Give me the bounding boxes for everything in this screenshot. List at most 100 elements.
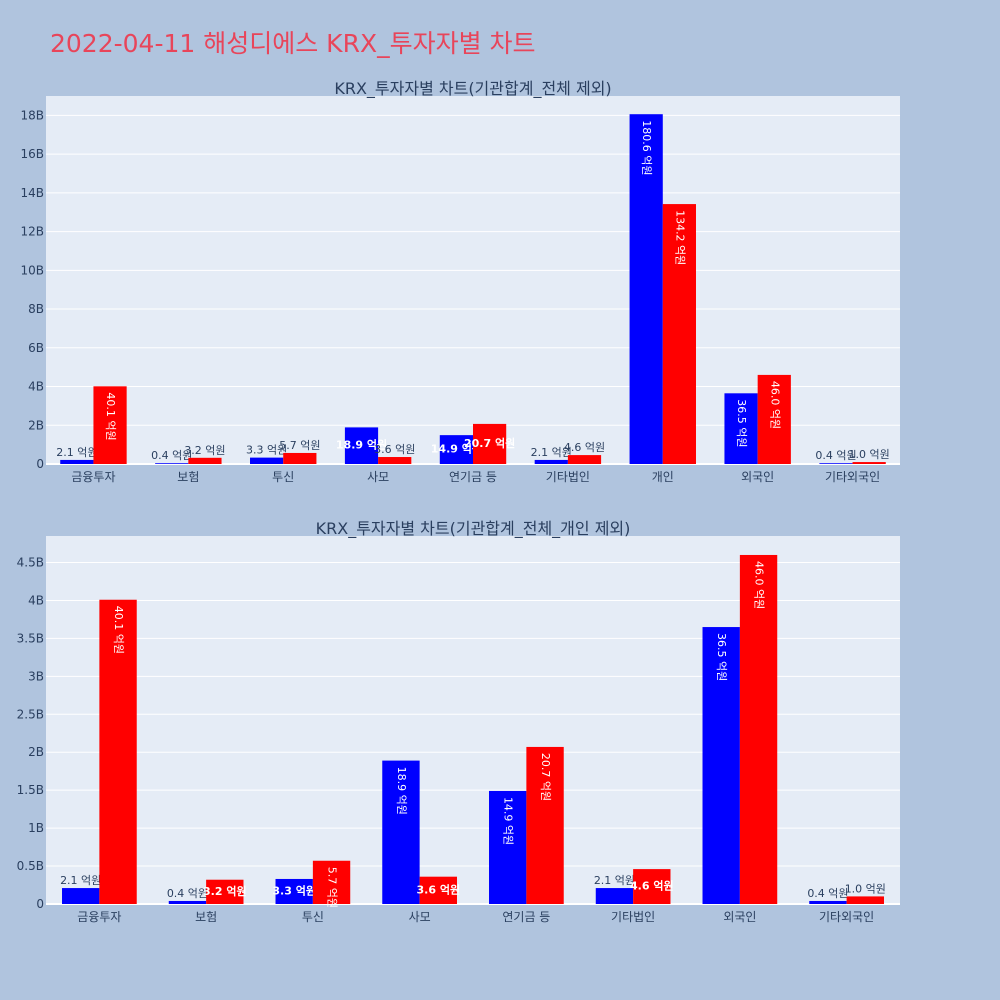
data-label: 2.1 억원 [56,446,97,459]
y-tick-label: 1.5B [17,783,44,797]
x-tick-label: 금융투자 [77,910,121,924]
bar-a [439,435,473,464]
y-tick-label: 2B [28,745,44,759]
data-label: 3.3 억원 [272,883,316,897]
x-tick-label: 사모 [367,470,389,484]
data-label: 36.5 억원 [715,633,728,681]
data-label: 0.4 억원 [815,449,856,462]
bar-a [155,463,189,464]
y-tick-label: 12B [20,225,44,239]
y-tick-label: 2.5B [17,707,44,721]
y-tick-label: 8B [28,302,44,316]
x-tick-label: 개인 [652,470,674,484]
bar-b [378,457,412,464]
data-label: 3.3 억원 [246,444,287,457]
bar-b [283,452,317,464]
y-tick-label: 16B [20,147,44,161]
y-tick-label: 4.5B [17,556,44,570]
bar-b [662,204,696,464]
y-tick-label: 4B [28,593,44,607]
data-label: 134.2 억원 [673,210,686,265]
bar-a [702,627,740,904]
bar-a [60,459,94,464]
bar-b [633,869,671,904]
data-label: 5.7 억원 [279,439,320,452]
bar-a [629,114,663,465]
chart-top: KRX_투자자별 차트(기관합계_전체 제외) 0 2B 4B 6B 8B 10B 12B 14… [20,79,900,484]
bar-a [250,457,284,464]
x-tick-label: 기타법인 [546,470,590,484]
data-label: 2.1 억원 [60,874,101,887]
bar-a [275,878,313,904]
data-label: 180.6 억원 [640,120,653,175]
bar-b [526,746,564,904]
data-label: 20.7 억원 [539,753,552,801]
bar-b [567,455,602,464]
data-label: 0.4 억원 [167,887,208,900]
data-label: 18.9 억원 [336,438,387,452]
bar-b [419,876,457,904]
bar-b [473,423,507,464]
data-label: 14.9 억원 [431,442,482,456]
data-label: 3.2 억원 [203,884,247,898]
x-tick-label: 연기금 등 [502,910,550,924]
data-label: 0.4 억원 [151,449,192,462]
bar-a [344,427,379,464]
bar-a [382,760,420,904]
x-tick-label: 기타외국인 [825,470,880,484]
bar-a [489,790,527,904]
y-tick-label: 18B [20,108,44,122]
data-label: 46.0 억원 [753,561,766,609]
bar-b [852,462,886,464]
bar-a [534,459,568,464]
data-label: 40.1 억원 [112,606,125,654]
data-label: 4.6 억원 [630,879,674,893]
data-label: 40.1 억원 [104,392,117,440]
chart-title: KRX_투자자별 차트(기관합계_전체_개인 제외) [316,519,631,539]
bar-b [188,457,222,464]
y-tick-label: 3.5B [17,631,44,645]
bar-b [312,860,351,904]
data-label: 18.9 억원 [395,767,408,815]
x-tick-label: 기타법인 [611,910,655,924]
y-tick-label: 3B [28,669,44,683]
data-label: 5.7 억원 [326,867,339,908]
y-tick-label: 4B [28,380,44,394]
y-tick-label: 14B [20,186,44,200]
x-tick-label: 보험 [177,470,199,484]
data-label: 36.5 억원 [735,399,748,447]
data-label: 3.2 억원 [184,444,225,457]
data-label: 0.4 억원 [807,887,848,900]
y-tick-label: 0 [36,457,44,471]
y-tick-label: 0 [36,897,44,911]
y-tick-label: 2B [28,418,44,432]
bar-b [739,554,778,904]
bar-a [724,393,758,464]
data-label: 3.6 억원 [417,882,461,896]
x-tick-label: 외국인 [723,910,756,924]
bar-b [206,879,244,904]
x-tick-label: 외국인 [741,470,774,484]
y-tick-label: 10B [20,263,44,277]
data-label: 1.0 억원 [845,882,886,895]
x-tick-label: 연기금 등 [449,470,497,484]
data-label: 4.6 억원 [564,441,605,454]
y-tick-label: 0.5B [17,859,44,873]
x-tick-label: 투신 [302,910,324,924]
data-label: 3.6 억원 [374,443,415,456]
data-label: 20.7 억원 [464,436,515,450]
bar-b [93,386,127,464]
x-tick-label: 기타외국인 [819,910,874,924]
page-title: 2022-04-11 해성디에스 KRX_투자자별 차트 [50,29,536,58]
y-tick-label: 6B [28,341,44,355]
bar-a [595,888,634,904]
bar-a [168,900,207,904]
y-tick-label: 1B [28,821,44,835]
x-tick-label: 사모 [409,910,431,924]
bar-a [809,900,847,904]
bar-a [819,463,853,464]
bar-b [757,374,791,464]
bar-b [846,896,884,904]
data-label: 1.0 억원 [849,448,890,461]
